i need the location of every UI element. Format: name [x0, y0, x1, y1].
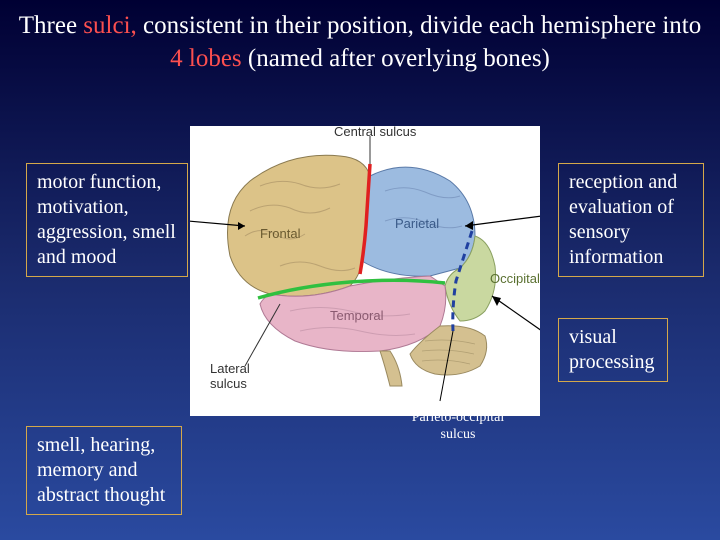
title-pre: Three: [19, 12, 84, 39]
occipital-lobe-box: visual processing: [558, 318, 668, 382]
title-mid: consistent in their position, divide eac…: [143, 12, 701, 39]
title-hl1: sulci,: [83, 12, 136, 39]
label-parieto-occipital: Parieto-occipitalsulcus: [398, 410, 518, 444]
label-lateral-sulcus: Lateralsulcus: [210, 361, 250, 391]
label-parietal: Parietal: [395, 216, 439, 231]
frontal-lobe-box: motor function, motivation, aggression, …: [26, 163, 188, 277]
label-occipital: Occipital: [490, 271, 540, 286]
title-post: (named after overlying bones): [248, 45, 550, 72]
label-central-sulcus: Central sulcus: [334, 124, 416, 139]
title-hl2: 4 lobes: [170, 45, 248, 72]
brain-diagram: Central sulcus Frontal Parietal Temporal…: [190, 126, 540, 416]
label-temporal: Temporal: [330, 308, 383, 323]
temporal-lobe-box: smell, hearing, memory and abstract thou…: [26, 426, 182, 515]
slide-title: Three sulci, consistent in their positio…: [0, 0, 720, 75]
parietal-lobe-box: reception and evaluation of sensory info…: [558, 163, 704, 277]
label-frontal: Frontal: [260, 226, 300, 241]
